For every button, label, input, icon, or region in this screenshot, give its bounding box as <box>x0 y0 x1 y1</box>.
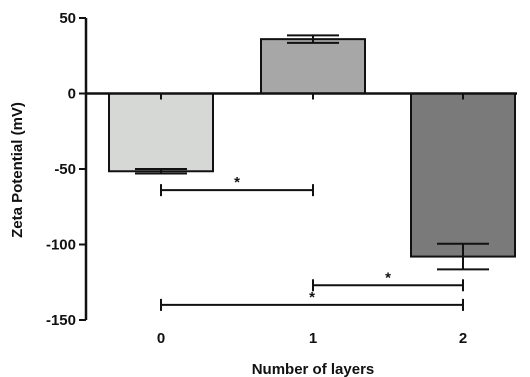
y-tick-label: -150 <box>46 312 76 329</box>
sig-label: * <box>234 174 240 191</box>
sig-label: * <box>309 289 315 306</box>
bar-0 <box>108 92 214 173</box>
y-axis-title: Zeta Potential (mV) <box>9 102 26 238</box>
bar-1 <box>260 38 366 95</box>
y-tick-label: -100 <box>46 237 76 254</box>
bars <box>108 34 516 271</box>
x-tick-label: 0 <box>157 330 165 347</box>
x-tick-label: 2 <box>459 330 467 347</box>
x-tick-label: 1 <box>309 330 317 347</box>
y-tick-label: 50 <box>59 10 76 27</box>
bar-2 <box>410 92 516 258</box>
axes: 50 0 -50 -100 -150 0 1 2 <box>46 10 517 347</box>
y-tick-label: 0 <box>68 86 76 103</box>
x-axis-title: Number of layers <box>252 361 375 377</box>
sig-label: * <box>385 269 391 286</box>
y-tick-label: -50 <box>54 161 76 178</box>
significance-brackets: * * * <box>160 174 464 311</box>
